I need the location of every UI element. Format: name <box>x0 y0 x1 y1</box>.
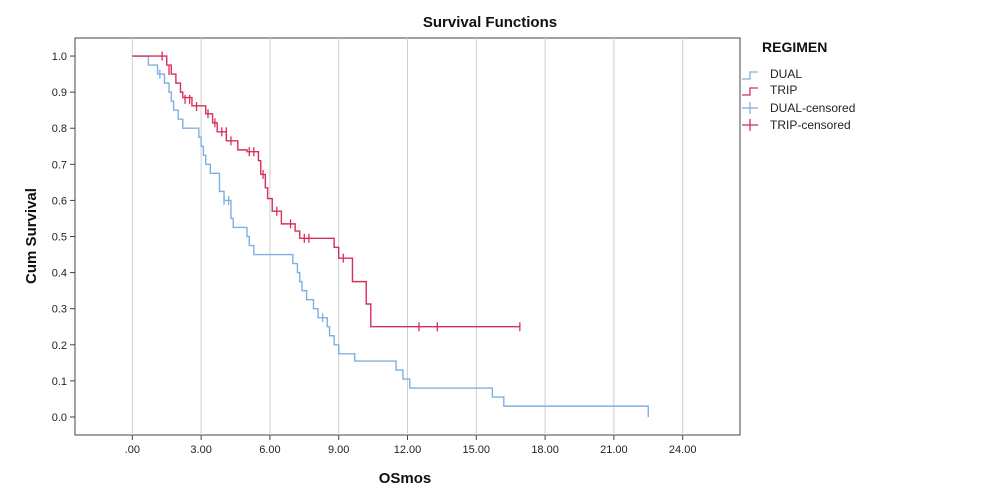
x-tick-label-5: 15.00 <box>463 444 491 456</box>
y-tick-label-7: 0.7 <box>52 159 67 171</box>
y-tick-label-4: 0.4 <box>52 268 67 280</box>
legend-entry-trip: TRIP <box>770 83 797 97</box>
y-tick-label-1: 0.1 <box>52 376 67 388</box>
series-layer <box>132 51 649 417</box>
x-tick-label-0: .00 <box>125 444 140 456</box>
legend-swatch-trip <box>742 87 758 96</box>
x-tick-label-8: 24.00 <box>669 444 697 456</box>
y-axis: 0.0 0.1 0.2 0.3 0.4 0.5 0.6 0.7 0.8 0.9 1.0 <box>52 51 75 424</box>
y-tick-label-0: 0.0 <box>52 412 67 424</box>
legend-title: REGIMEN <box>762 39 827 55</box>
legend-entry-dual: DUAL <box>770 67 802 81</box>
y-tick-label-9: 0.9 <box>52 87 67 99</box>
x-tick-label-3: 9.00 <box>328 444 349 456</box>
grid-lines <box>131 38 684 435</box>
legend: REGIMEN DUAL TRIP DUAL-censored TRIP-cen… <box>742 39 855 132</box>
x-tick-label-6: 18.00 <box>531 444 559 456</box>
x-tick-label-1: 3.00 <box>190 444 211 456</box>
legend-entry-dual-censored: DUAL-censored <box>770 101 855 115</box>
x-axis: .00 3.00 6.00 9.00 12.00 15.00 18.00 21.00 24.00 <box>125 435 697 456</box>
y-tick-label-8: 0.8 <box>52 123 67 135</box>
legend-swatch-dual-censored <box>742 102 758 114</box>
legend-swatch-dual <box>742 71 758 80</box>
x-axis-label: OSmos <box>379 470 432 487</box>
x-tick-label-2: 6.00 <box>259 444 280 456</box>
series-line-dual <box>132 55 649 417</box>
x-tick-label-4: 12.00 <box>394 444 422 456</box>
y-tick-label-3: 0.3 <box>52 304 67 316</box>
y-tick-label-2: 0.2 <box>52 340 67 352</box>
y-axis-label: Cum Survival <box>23 188 40 284</box>
legend-swatch-trip-censored <box>742 119 758 131</box>
y-tick-label-5: 0.5 <box>52 232 67 244</box>
legend-entry-trip-censored: TRIP-censored <box>770 118 851 132</box>
x-tick-label-7: 21.00 <box>600 444 628 456</box>
y-tick-label-10: 1.0 <box>52 51 67 63</box>
chart-title: Survival Functions <box>423 14 557 31</box>
y-tick-label-6: 0.6 <box>52 195 67 207</box>
series-line-trip <box>132 55 520 328</box>
